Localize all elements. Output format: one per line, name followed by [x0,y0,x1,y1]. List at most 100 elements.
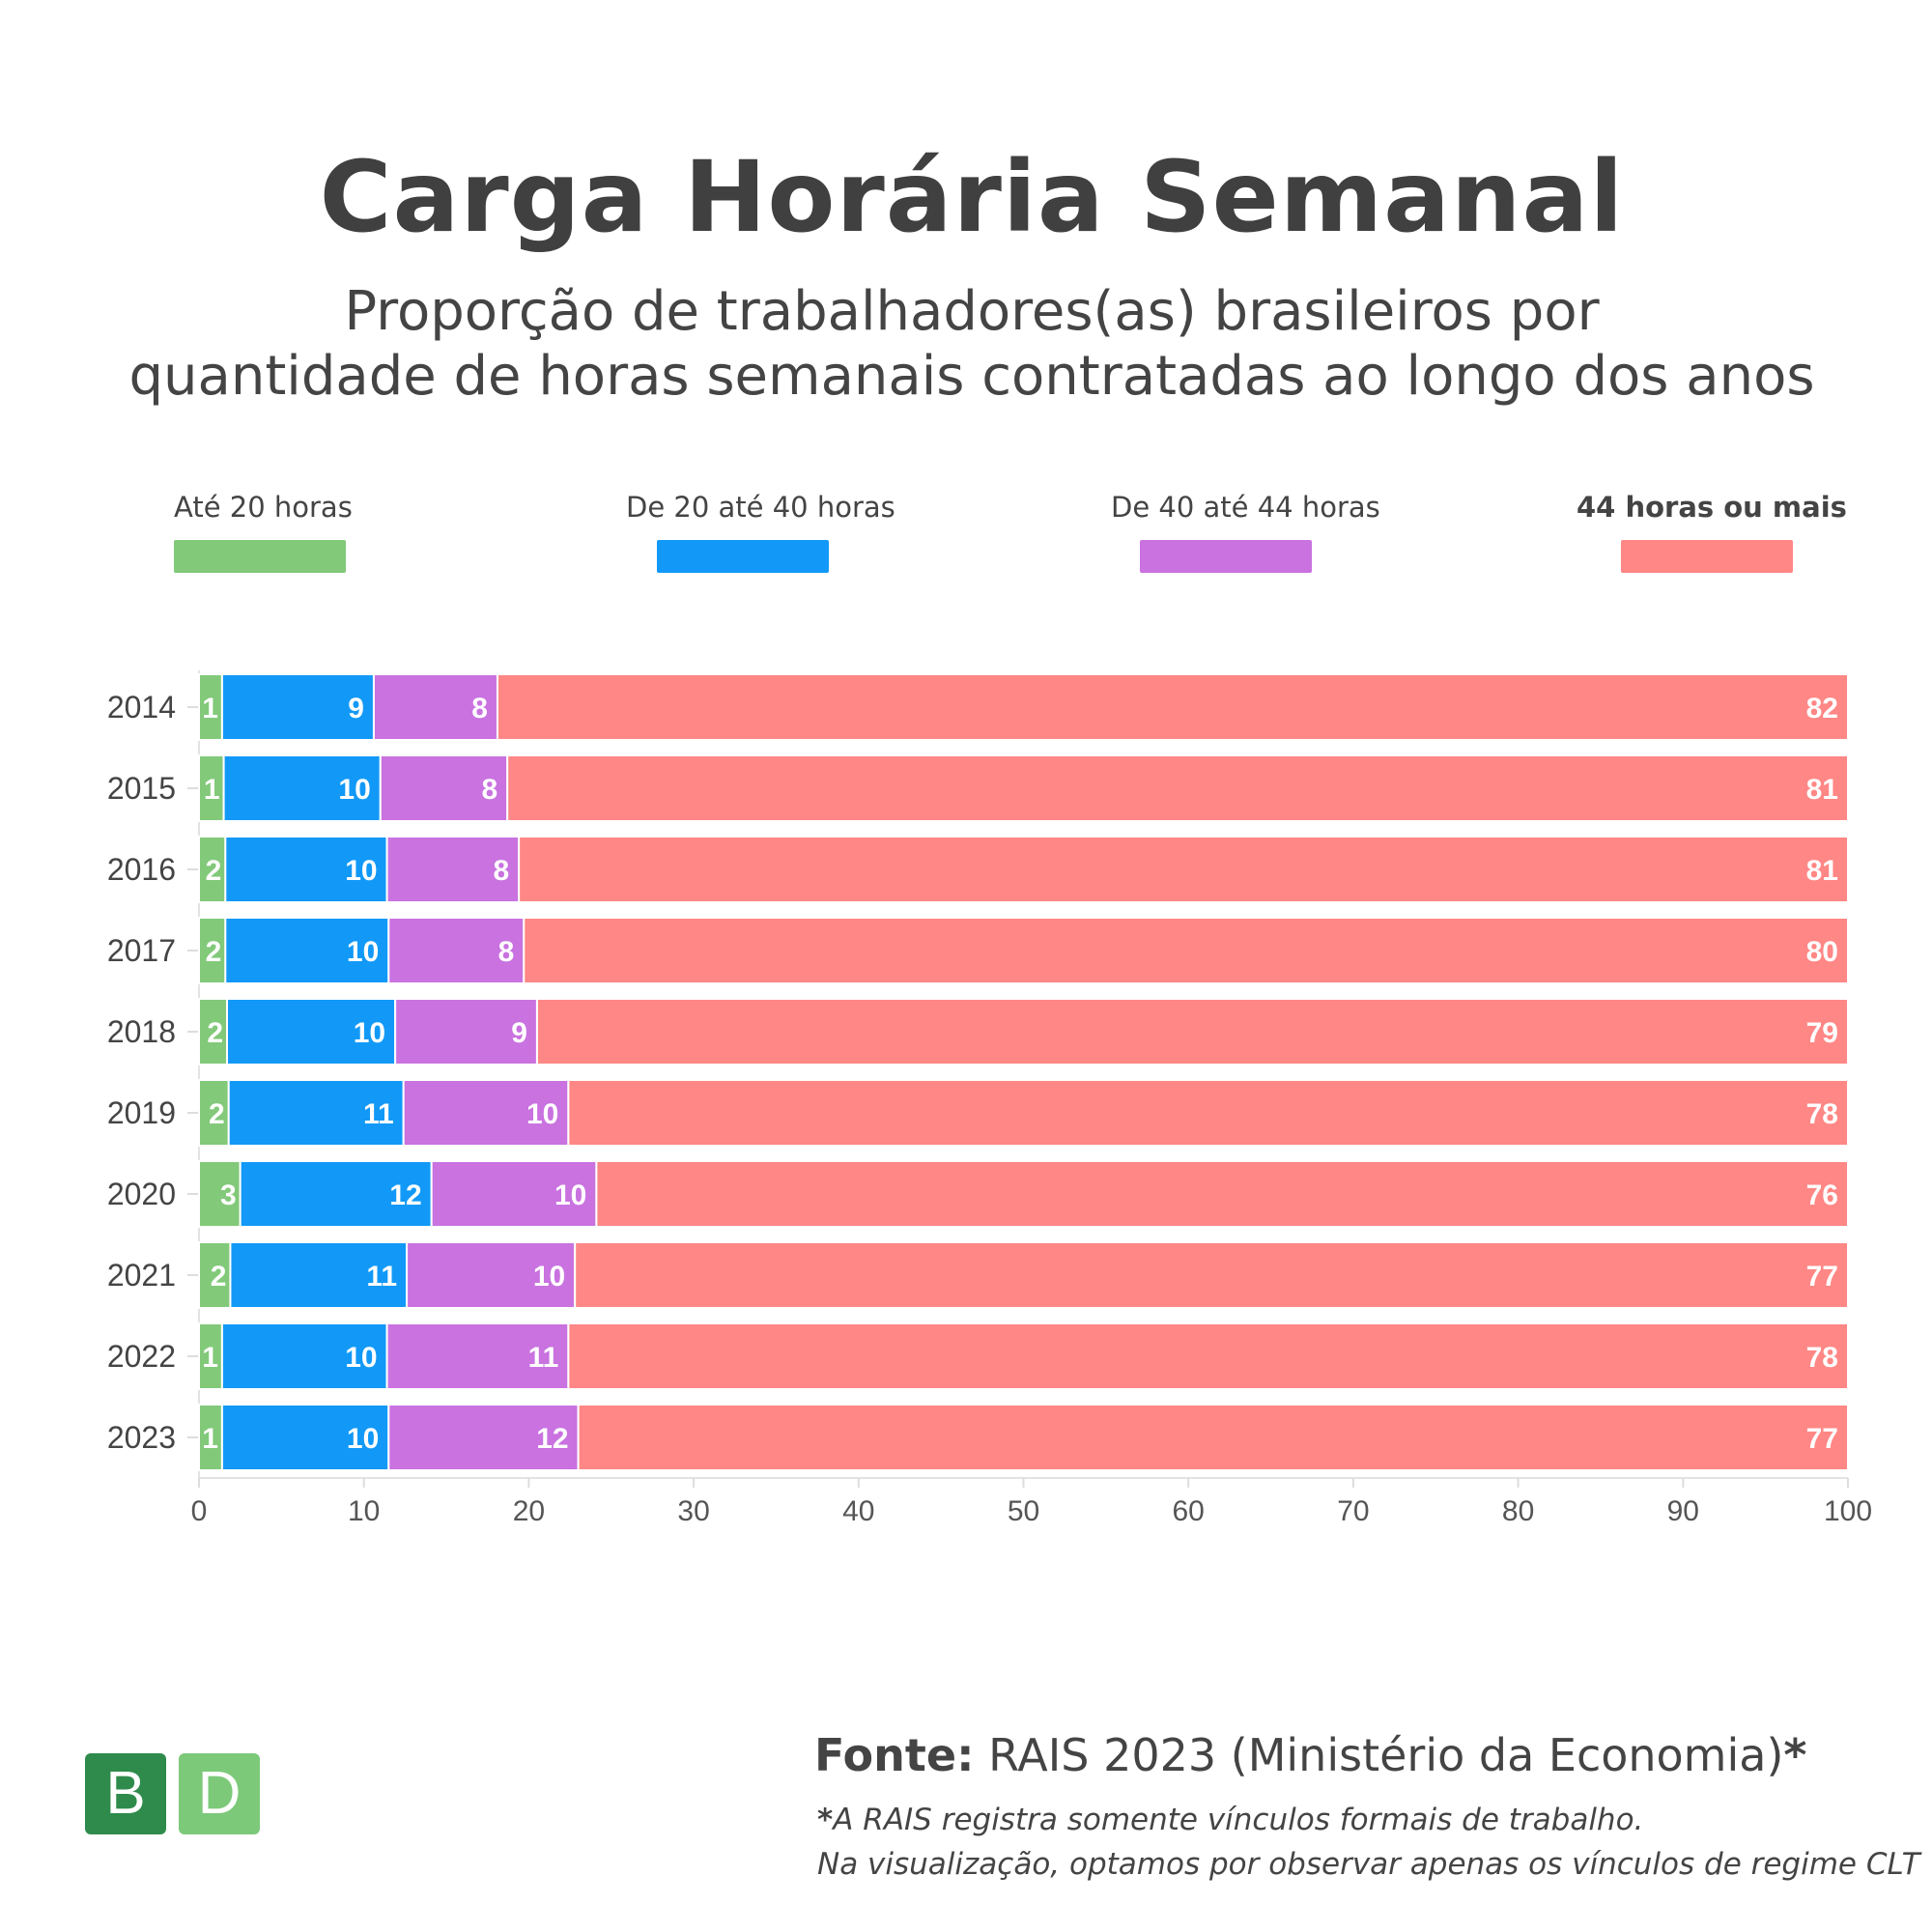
legend-swatch-purple [1140,540,1312,573]
bar-segment [567,1322,1849,1390]
legend-label: De 20 até 40 horas [626,491,895,524]
bar-value-label: 1 [204,774,220,806]
legend-label: 44 horas ou mais [1577,491,1847,524]
bar-value-label: 77 [1806,1423,1838,1455]
bar-segment [577,1404,1849,1471]
year-label: 2022 [107,1339,176,1374]
footnote-text-1: A RAIS registra somente vínculos formais… [833,1803,1644,1837]
bar-value-label: 10 [354,1017,385,1049]
source-line: Fonte: RAIS 2023 (Ministério da Economia… [814,1729,1806,1781]
x-tick-label: 50 [1008,1495,1039,1527]
footnote-line-2: Na visualização, optamos por observar ap… [817,1847,1920,1882]
legend-item-44-mais: 44 horas ou mais [1577,491,1847,573]
bar-segment [430,1160,598,1228]
bar-segment [387,917,526,984]
bar-value-label: 78 [1806,1098,1838,1130]
bar-segment [220,1404,390,1471]
x-tick-label: 0 [191,1495,208,1527]
bar-value-label: 10 [526,1098,558,1130]
bar-value-label: 1 [202,693,218,724]
subtitle-line-2: quantidade de horas semanais contratadas… [128,345,1815,408]
bar-segment [595,1160,1850,1228]
source-star: * [1783,1729,1807,1781]
footnote-line-1: *A RAIS registra somente vínculos formai… [817,1803,1643,1837]
bar-value-label: 76 [1806,1179,1838,1211]
x-tick-label: 20 [513,1495,545,1527]
bar-value-label: 81 [1806,855,1838,887]
bar-value-label: 10 [345,1342,377,1374]
bd-logo: B D [85,1753,262,1834]
bar-value-label: 1 [202,1342,218,1374]
year-label: 2015 [107,771,176,806]
bar-segment [394,998,538,1065]
bar-value-label: 8 [493,855,509,887]
bar-value-label: 80 [1806,936,1838,968]
legend-swatch-blue [657,540,829,573]
bar-value-label: 11 [363,1098,394,1130]
bar-segment [198,1160,242,1228]
bar-segment [198,998,229,1065]
bar-value-label: 11 [528,1342,559,1374]
bar-segment [385,836,521,903]
bar-value-label: 3 [220,1179,237,1211]
bar-value-label: 8 [471,693,488,724]
bar-segment [535,998,1849,1065]
bar-value-label: 2 [206,936,222,968]
logo-letter-b: B [85,1753,166,1834]
bar-segment [222,754,382,822]
bar-value-label: 9 [511,1017,527,1049]
bar-value-label: 77 [1806,1261,1838,1293]
bar-value-label: 2 [209,1098,225,1130]
logo-letter-d: D [179,1753,260,1834]
year-label: 2019 [107,1095,176,1130]
bar-value-label: 10 [554,1179,586,1211]
bar-value-label: 10 [347,1423,379,1455]
legend-item-ate-20: Até 20 horas [174,491,353,573]
bar-value-label: 2 [206,855,222,887]
year-label: 2018 [107,1014,176,1049]
subtitle-line-1: Proporção de trabalhadores(as) brasileir… [344,280,1600,343]
bar-value-label: 10 [533,1261,565,1293]
year-label: 2021 [107,1258,176,1293]
year-label: 2016 [107,852,176,887]
x-tick-label: 60 [1173,1495,1205,1527]
bar-value-label: 81 [1806,774,1838,806]
footnote-star: * [817,1803,834,1837]
legend-item-20-40: De 20 até 40 horas [626,491,895,573]
bar-segment [224,836,388,903]
bar-value-label: 1 [202,1423,218,1455]
source-prefix: Fonte: [814,1729,975,1781]
bar-segment [523,917,1849,984]
bar-value-label: 8 [498,936,515,968]
x-tick-label: 100 [1824,1495,1872,1527]
x-tick-label: 80 [1502,1495,1534,1527]
bar-segment [402,1079,570,1147]
x-tick-label: 70 [1337,1495,1369,1527]
x-tick-label: 10 [348,1495,380,1527]
bar-value-label: 79 [1806,1017,1838,1049]
legend-label: De 40 até 44 horas [1111,491,1380,524]
legend-swatch-red [1621,540,1793,573]
bar-value-label: 2 [211,1261,227,1293]
year-label: 2017 [107,933,176,968]
bar-value-label: 9 [348,693,364,724]
bar-value-label: 11 [366,1261,397,1293]
x-tick-label: 30 [677,1495,709,1527]
bar-segment [574,1241,1849,1309]
bar-value-label: 10 [345,855,377,887]
legend-item-40-44: De 40 até 44 horas [1111,491,1380,573]
year-label: 2020 [107,1177,176,1211]
bar-segment [387,1404,580,1471]
bar-value-label: 12 [389,1179,421,1211]
bar-value-label: 12 [536,1423,568,1455]
year-label: 2014 [107,690,176,724]
bar-value-label: 10 [338,774,370,806]
bar-segment [220,673,375,741]
bar-value-label: 2 [207,1017,223,1049]
bar-segment [496,673,1849,741]
bar-segment [406,1241,577,1309]
year-label: 2023 [107,1420,176,1455]
bar-segment [379,754,509,822]
legend-swatch-green [174,540,346,573]
